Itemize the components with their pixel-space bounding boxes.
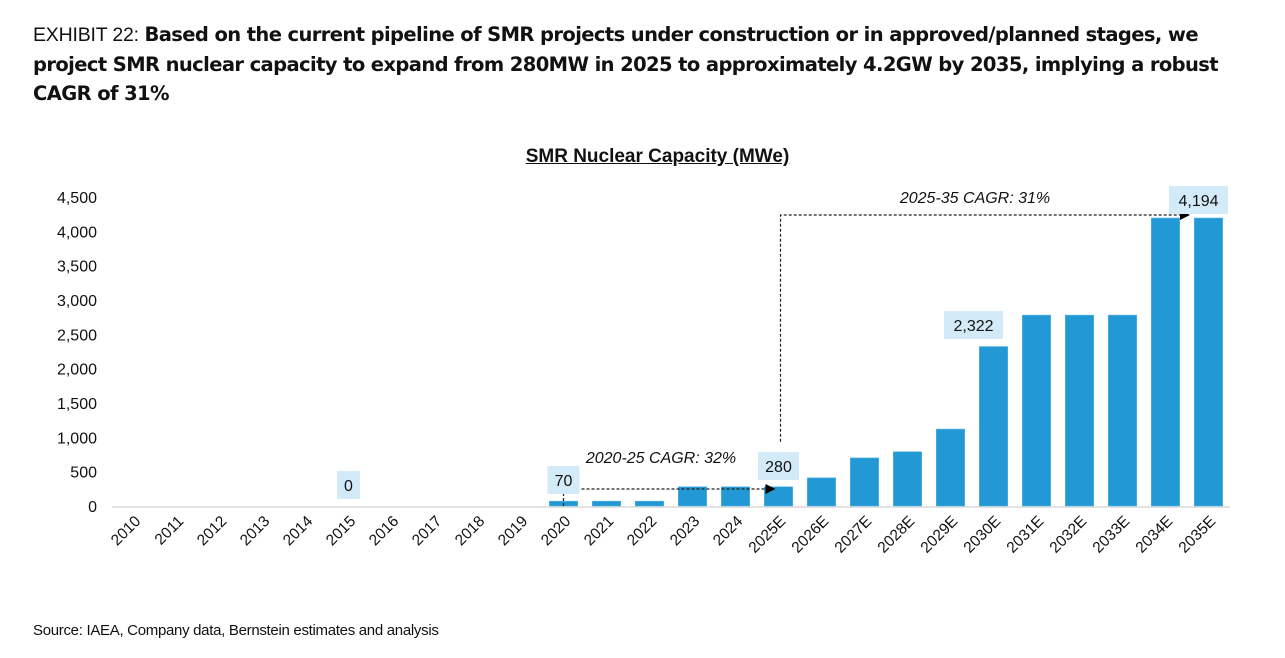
x-tick-label: 2010 <box>108 513 145 550</box>
bar-2034E <box>1151 217 1180 507</box>
x-tick-label: 2021 <box>581 513 617 549</box>
x-tick-label: 2011 <box>152 513 188 549</box>
data-label-bg <box>1169 186 1228 214</box>
y-tick-label: 1,500 <box>57 396 97 413</box>
x-tick-label: 2023 <box>667 513 703 549</box>
bars <box>549 217 1223 507</box>
x-tick-label: 2026E <box>789 513 833 557</box>
bar-2021 <box>592 500 621 507</box>
data-label-2015: 0 <box>344 478 353 495</box>
exhibit-label: EXHIBIT 22: <box>33 24 139 46</box>
exhibit-title: Based on the current pipeline of SMR pro… <box>33 23 1219 105</box>
cagr-annotation-2025-35: 2025-35 CAGR: 31% <box>899 190 1050 207</box>
x-tick-label: 2031E <box>1004 513 1048 557</box>
bar-2029E <box>936 428 965 507</box>
x-tick-label: 2033E <box>1090 513 1134 557</box>
exhibit-heading: EXHIBIT 22: Based on the current pipelin… <box>33 20 1273 108</box>
annotations: 2020-25 CAGR: 32% 2025-35 CAGR: 31% <box>562 190 1190 506</box>
x-tick-label: 2030E <box>961 513 1005 557</box>
data-label-2035E: 4,194 <box>1178 193 1218 210</box>
x-tick-label: 2020 <box>538 513 575 550</box>
data-label-bg <box>944 311 1003 339</box>
bar-2026E <box>807 477 836 507</box>
y-tick-label: 2,000 <box>57 362 97 379</box>
x-tick-label: 2032E <box>1047 513 1091 557</box>
bar-2023 <box>678 486 707 507</box>
bar-2028E <box>893 451 922 507</box>
bar-2032E <box>1065 314 1094 507</box>
y-tick-label: 4,500 <box>57 190 97 207</box>
data-labels: 0 70 280 2,322 4,194 <box>337 186 1228 499</box>
x-tick-label: 2029E <box>918 513 962 557</box>
bar-2035E <box>1194 217 1223 507</box>
x-tick-label: 2013 <box>237 513 273 549</box>
source-note: Source: IAEA, Company data, Bernstein es… <box>33 622 439 639</box>
x-tick-label: 2034E <box>1133 513 1177 557</box>
x-tick-label: 2035E <box>1176 513 1220 557</box>
data-label-2025E: 280 <box>765 459 792 476</box>
chart-title: SMR Nuclear Capacity (MWe) <box>525 146 790 167</box>
data-label-bg <box>547 466 580 494</box>
x-tick-label: 2024 <box>710 513 747 550</box>
x-tick-label: 2017 <box>409 513 445 549</box>
x-tick-label: 2018 <box>452 513 488 549</box>
cagr-arrow-2025-35 <box>779 210 1190 442</box>
bar-2022 <box>635 500 664 507</box>
chart-title-wrap: SMR Nuclear Capacity (MWe) <box>0 146 1285 168</box>
data-label-2030E: 2,322 <box>953 318 993 335</box>
bar-2033E <box>1108 314 1137 507</box>
x-tick-label: 2014 <box>280 513 317 550</box>
x-tick-label: 2027E <box>832 513 876 557</box>
data-label-bg <box>337 471 360 499</box>
bar-2030E <box>979 346 1008 507</box>
x-tick-label: 2015 <box>323 513 359 549</box>
y-tick-label: 4,000 <box>57 224 97 241</box>
x-tick-label: 2016 <box>366 513 402 549</box>
y-tick-label: 0 <box>88 499 97 516</box>
x-tick-label: 2028E <box>875 513 919 557</box>
x-axis-labels: 2010 2011 2012 2013 2014 2015 2016 2017 2018 2019… <box>108 513 1219 557</box>
y-tick-label: 500 <box>70 465 97 482</box>
data-label-2020: 70 <box>555 473 573 490</box>
bar-2031E <box>1022 314 1051 507</box>
x-tick-label: 2019 <box>495 513 531 549</box>
data-label-bg <box>758 452 799 480</box>
x-tick-label: 2025E <box>746 513 790 557</box>
y-axis: 0 500 1,000 1,500 2,000 2,500 3,000 3,500 4,000 4… <box>57 190 97 516</box>
y-tick-label: 3,000 <box>57 293 97 310</box>
y-tick-label: 1,000 <box>57 430 97 447</box>
cagr-annotation-2020-25: 2020-25 CAGR: 32% <box>585 450 736 467</box>
bar-2027E <box>850 457 879 507</box>
x-tick-label: 2022 <box>624 513 660 549</box>
y-tick-label: 2,500 <box>57 327 97 344</box>
bar-2025E <box>764 486 793 507</box>
x-tick-label: 2012 <box>194 513 230 549</box>
y-tick-label: 3,500 <box>57 259 97 276</box>
bar-2024 <box>721 486 750 507</box>
